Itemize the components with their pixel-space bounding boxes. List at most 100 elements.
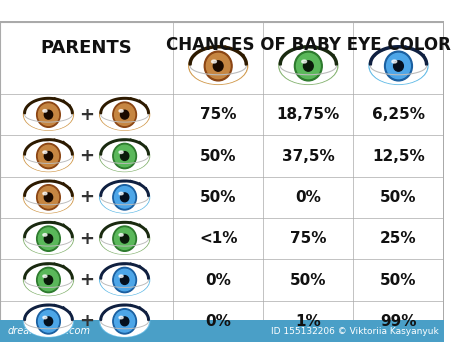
Circle shape [45, 193, 53, 202]
Text: +: + [79, 230, 94, 248]
Text: 50%: 50% [380, 190, 417, 205]
Text: +: + [79, 106, 94, 124]
Circle shape [113, 267, 137, 293]
Circle shape [113, 185, 137, 210]
Text: 0%: 0% [205, 314, 231, 329]
Circle shape [45, 317, 53, 326]
Text: 50%: 50% [380, 273, 417, 288]
Circle shape [113, 143, 137, 169]
Circle shape [387, 53, 410, 79]
Ellipse shape [119, 234, 123, 236]
Circle shape [120, 276, 129, 285]
Text: 18,75%: 18,75% [277, 107, 340, 122]
Ellipse shape [101, 183, 148, 212]
Ellipse shape [302, 60, 307, 63]
Text: CHANCES OF BABY EYE COLOR: CHANCES OF BABY EYE COLOR [166, 36, 451, 54]
Ellipse shape [190, 49, 246, 83]
Text: 0%: 0% [205, 273, 231, 288]
Ellipse shape [101, 224, 148, 253]
Text: 1%: 1% [295, 314, 321, 329]
Circle shape [120, 110, 129, 119]
Text: 75%: 75% [200, 107, 237, 122]
Circle shape [113, 309, 137, 334]
Circle shape [115, 104, 135, 126]
Text: ID 155132206 © Viktoriia Kasyanyuk: ID 155132206 © Viktoriia Kasyanyuk [271, 327, 439, 336]
Circle shape [120, 152, 129, 160]
Circle shape [38, 269, 58, 291]
Circle shape [204, 51, 232, 81]
Ellipse shape [101, 141, 148, 171]
Text: +: + [79, 271, 94, 289]
Ellipse shape [370, 49, 427, 83]
Text: 25%: 25% [380, 231, 417, 246]
FancyBboxPatch shape [0, 22, 444, 342]
Circle shape [36, 309, 60, 334]
Circle shape [120, 193, 129, 202]
Circle shape [36, 267, 60, 293]
Circle shape [36, 185, 60, 210]
Ellipse shape [211, 60, 217, 63]
Ellipse shape [43, 109, 47, 112]
Circle shape [38, 187, 58, 208]
Circle shape [213, 61, 223, 71]
Text: 12,5%: 12,5% [372, 148, 425, 163]
Text: 99%: 99% [380, 314, 417, 329]
Circle shape [36, 226, 60, 251]
Ellipse shape [25, 100, 73, 130]
Circle shape [113, 226, 137, 251]
Text: 50%: 50% [290, 273, 327, 288]
Circle shape [113, 102, 137, 127]
Circle shape [294, 51, 322, 81]
Ellipse shape [25, 224, 73, 253]
Ellipse shape [43, 151, 47, 154]
Text: +: + [79, 147, 94, 165]
Ellipse shape [43, 192, 47, 195]
Ellipse shape [101, 100, 148, 130]
Text: +: + [79, 188, 94, 206]
Text: 75%: 75% [290, 231, 327, 246]
Circle shape [120, 317, 129, 326]
Circle shape [45, 152, 53, 160]
Ellipse shape [280, 49, 337, 83]
Circle shape [120, 234, 129, 243]
Ellipse shape [25, 265, 73, 295]
Text: dreamstime.com: dreamstime.com [8, 326, 91, 336]
Circle shape [38, 104, 58, 126]
Ellipse shape [119, 109, 123, 112]
Circle shape [38, 145, 58, 167]
Ellipse shape [43, 275, 47, 277]
Text: 50%: 50% [200, 190, 237, 205]
Circle shape [297, 53, 320, 79]
Circle shape [115, 145, 135, 167]
Text: PARENTS: PARENTS [41, 39, 132, 57]
Circle shape [38, 311, 58, 332]
Circle shape [206, 53, 230, 79]
FancyBboxPatch shape [0, 320, 444, 342]
Circle shape [115, 269, 135, 291]
Ellipse shape [119, 151, 123, 154]
Circle shape [384, 51, 412, 81]
Ellipse shape [119, 275, 123, 277]
Circle shape [393, 61, 403, 71]
Circle shape [303, 61, 313, 71]
Ellipse shape [43, 234, 47, 236]
Ellipse shape [101, 265, 148, 295]
Ellipse shape [43, 316, 47, 319]
Ellipse shape [25, 183, 73, 212]
Circle shape [115, 311, 135, 332]
Text: 0%: 0% [295, 190, 321, 205]
Circle shape [115, 187, 135, 208]
Circle shape [36, 102, 60, 127]
Ellipse shape [119, 316, 123, 319]
Ellipse shape [392, 60, 397, 63]
Text: 50%: 50% [200, 148, 237, 163]
Text: 37,5%: 37,5% [282, 148, 335, 163]
Circle shape [45, 234, 53, 243]
Text: <1%: <1% [199, 231, 237, 246]
Circle shape [45, 110, 53, 119]
Ellipse shape [25, 141, 73, 171]
Ellipse shape [119, 192, 123, 195]
Circle shape [38, 228, 58, 249]
Ellipse shape [101, 306, 148, 336]
Circle shape [115, 228, 135, 249]
